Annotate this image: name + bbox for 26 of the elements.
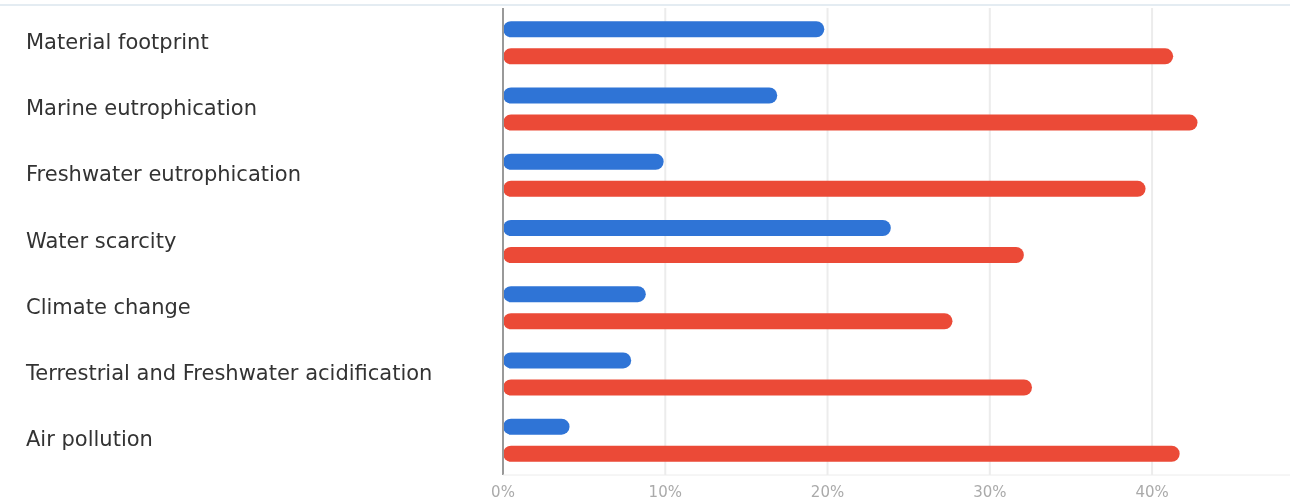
bar (503, 48, 1174, 65)
y-tick-label: Material footprint (26, 29, 209, 54)
y-tick-label: Climate change (26, 294, 191, 319)
x-tick-label: 10% (648, 483, 682, 501)
bar (503, 313, 953, 330)
bar (503, 286, 646, 303)
bar (503, 418, 570, 435)
bar (503, 180, 1146, 197)
y-tick-label: Air pollution (26, 427, 153, 452)
bar (503, 352, 632, 369)
bar (503, 247, 1024, 264)
y-tick-label: Marine eutrophication (26, 96, 257, 121)
bar (503, 21, 825, 38)
y-tick-label: Freshwater eutrophication (26, 162, 301, 187)
bar (503, 219, 891, 236)
x-tick-label: 20% (810, 483, 845, 501)
bar (503, 87, 778, 104)
y-tick-label: Water scarcity (26, 228, 177, 253)
bar (503, 153, 664, 170)
x-tick-label: 30% (973, 483, 1007, 501)
bar (503, 114, 1198, 131)
y-tick-label: Terrestrial and Freshwater acidification (25, 360, 433, 385)
x-tick-label: 40% (1135, 483, 1169, 501)
x-tick-label: 0% (491, 483, 515, 501)
bar (503, 445, 1180, 462)
bar (503, 379, 1032, 396)
